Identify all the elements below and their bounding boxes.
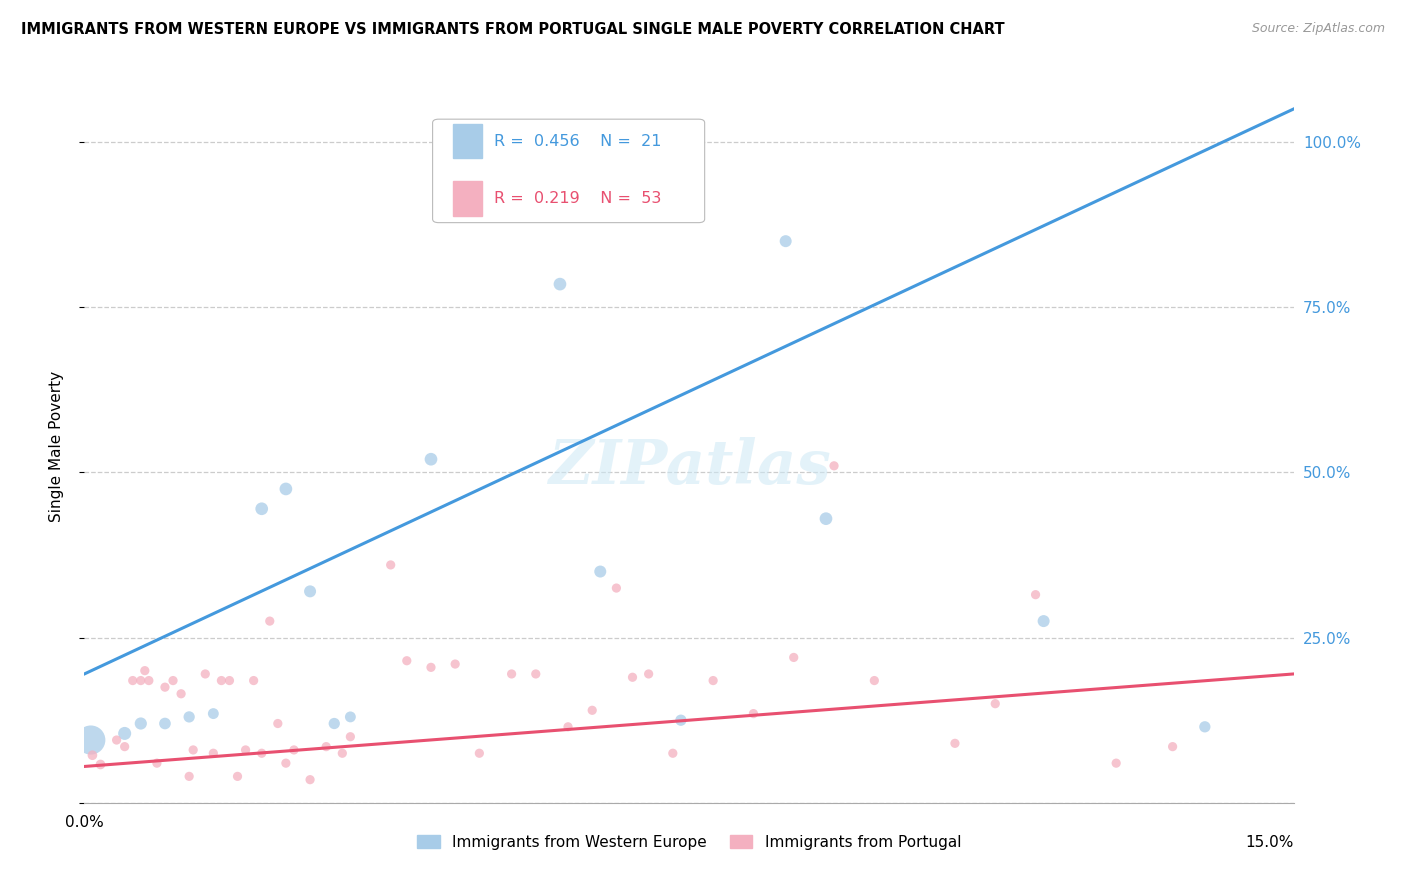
Point <box>274 482 297 496</box>
Point <box>129 673 152 688</box>
Text: R =  0.219    N =  53: R = 0.219 N = 53 <box>495 191 662 206</box>
Point <box>863 673 886 688</box>
Point <box>179 710 201 724</box>
Point <box>605 581 627 595</box>
Point <box>589 565 612 579</box>
Point <box>274 756 297 771</box>
Point <box>1025 588 1047 602</box>
Point <box>742 706 765 721</box>
Point <box>299 772 322 787</box>
Point <box>315 739 337 754</box>
Point <box>330 746 353 760</box>
FancyBboxPatch shape <box>433 120 704 223</box>
Point <box>1161 739 1184 754</box>
Point <box>181 743 204 757</box>
Point <box>420 452 443 467</box>
Point <box>114 726 136 740</box>
Point <box>339 710 361 724</box>
Point <box>162 673 184 688</box>
Point <box>1032 614 1054 628</box>
Point <box>823 458 845 473</box>
Point <box>218 673 240 688</box>
Text: IMMIGRANTS FROM WESTERN EUROPE VS IMMIGRANTS FROM PORTUGAL SINGLE MALE POVERTY C: IMMIGRANTS FROM WESTERN EUROPE VS IMMIGR… <box>21 22 1005 37</box>
Point <box>557 720 579 734</box>
Point <box>420 660 443 674</box>
Legend: Immigrants from Western Europe, Immigrants from Portugal: Immigrants from Western Europe, Immigran… <box>411 829 967 855</box>
Point <box>444 657 467 671</box>
Point <box>153 680 176 694</box>
Point <box>323 716 346 731</box>
Point <box>194 667 217 681</box>
Point <box>581 703 603 717</box>
Point <box>179 769 201 783</box>
Text: ZIPatlas: ZIPatlas <box>547 437 831 498</box>
Point <box>134 664 156 678</box>
Bar <box>453 181 482 216</box>
Point <box>242 673 264 688</box>
Point <box>235 743 257 757</box>
Point <box>451 154 474 169</box>
Text: R =  0.456    N =  21: R = 0.456 N = 21 <box>495 134 662 149</box>
Point <box>80 733 103 747</box>
Point <box>524 667 547 681</box>
Point <box>250 746 273 760</box>
Point <box>1105 756 1128 771</box>
Point <box>170 687 193 701</box>
Point <box>395 654 418 668</box>
Point <box>202 706 225 721</box>
Point <box>380 558 402 572</box>
Point <box>138 673 160 688</box>
Point <box>669 713 692 727</box>
Point <box>943 736 966 750</box>
Point <box>783 650 806 665</box>
Point <box>146 756 169 771</box>
Text: 15.0%: 15.0% <box>1246 835 1294 850</box>
Point <box>259 614 281 628</box>
Point <box>814 511 837 525</box>
Point <box>548 277 571 292</box>
Point <box>89 757 111 772</box>
Point <box>775 234 797 248</box>
Point <box>114 739 136 754</box>
Point <box>250 501 273 516</box>
Point <box>702 673 724 688</box>
Point <box>662 746 685 760</box>
Text: Source: ZipAtlas.com: Source: ZipAtlas.com <box>1251 22 1385 36</box>
Y-axis label: Single Male Poverty: Single Male Poverty <box>49 370 63 522</box>
Point <box>105 733 128 747</box>
Point <box>984 697 1007 711</box>
Point <box>299 584 322 599</box>
Bar <box>453 124 482 159</box>
Point <box>621 670 644 684</box>
Point <box>339 730 361 744</box>
Point <box>1194 720 1216 734</box>
Point <box>501 667 523 681</box>
Point <box>202 746 225 760</box>
Point <box>226 769 249 783</box>
Point <box>484 154 506 169</box>
Point <box>468 746 491 760</box>
Point <box>267 716 290 731</box>
Point <box>129 716 152 731</box>
Point <box>153 716 176 731</box>
Point <box>209 673 232 688</box>
Point <box>82 748 104 763</box>
Point <box>637 667 659 681</box>
Point <box>283 743 305 757</box>
Point <box>121 673 143 688</box>
